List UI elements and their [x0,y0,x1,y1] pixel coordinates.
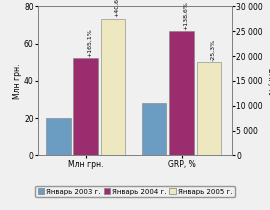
Bar [46,118,71,155]
Text: +40,6%: +40,6% [114,0,119,17]
Bar [73,58,98,155]
Bar [169,31,194,155]
Y-axis label: Млн грн.: Млн грн. [14,63,22,99]
Text: +165,1%: +165,1% [87,28,92,57]
Bar [197,62,221,155]
Legend: Январь 2003 г., Январь 2004 г., Январь 2005 г.: Январь 2003 г., Январь 2004 г., Январь 2… [35,186,235,197]
Bar [101,19,126,155]
Y-axis label: GRP, %: GRP, % [266,67,270,95]
Bar [142,103,167,155]
Text: -25,3%: -25,3% [210,39,215,61]
Text: +138,6%: +138,6% [183,1,188,30]
